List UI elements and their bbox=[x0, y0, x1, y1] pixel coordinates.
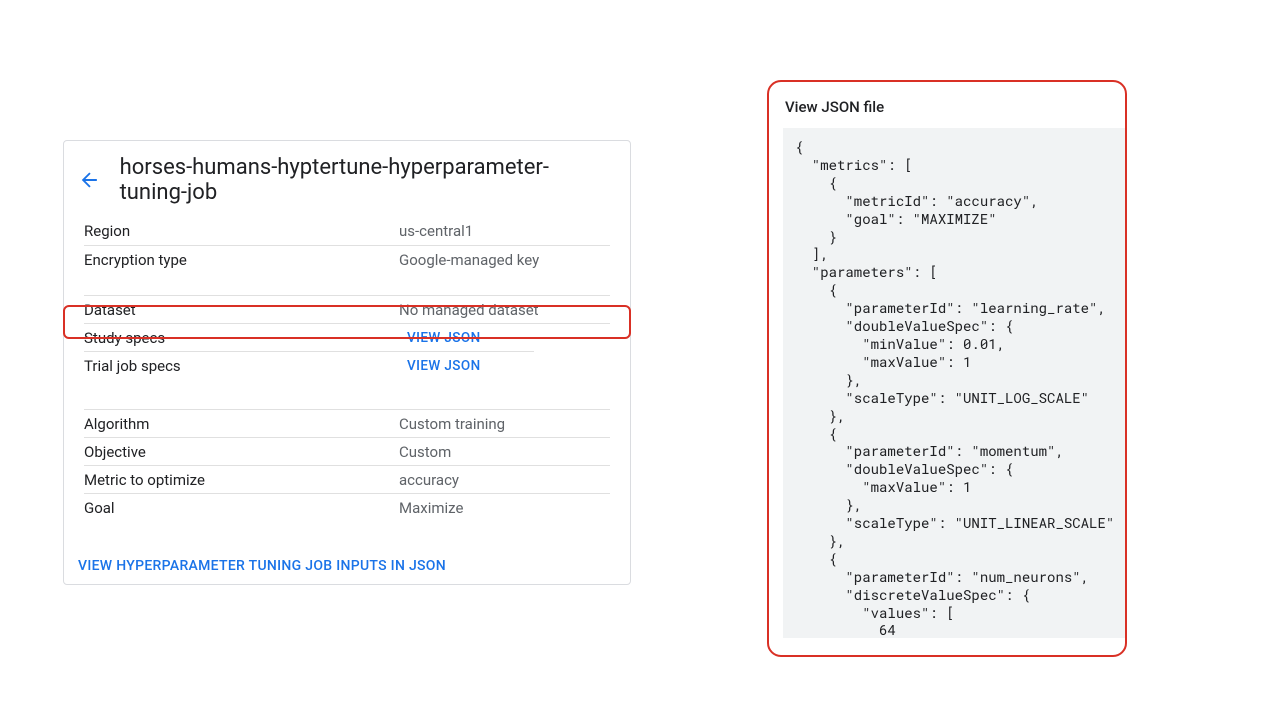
study-specs-label: Study specs bbox=[84, 329, 399, 347]
panel-header: horses-humans-hyptertune-hyperparameter-… bbox=[64, 141, 630, 217]
row-trial-job-specs: Trial job specs VIEW JSON bbox=[84, 351, 534, 379]
row-dataset: Dataset No managed dataset bbox=[84, 295, 610, 323]
view-inputs-json-link[interactable]: VIEW HYPERPARAMETER TUNING JOB INPUTS IN… bbox=[78, 558, 446, 574]
metric-label: Metric to optimize bbox=[84, 471, 399, 489]
row-goal: Goal Maximize bbox=[84, 493, 610, 521]
encryption-label: Encryption type bbox=[84, 251, 399, 269]
row-region: Region us-central1 bbox=[84, 217, 610, 245]
dataset-label: Dataset bbox=[84, 301, 399, 319]
details-table: Region us-central1 Encryption type Googl… bbox=[64, 217, 630, 533]
job-title: horses-humans-hyptertune-hyperparameter-… bbox=[120, 155, 616, 205]
dataset-value: No managed dataset bbox=[399, 301, 610, 319]
json-panel-title: View JSON file bbox=[769, 82, 1125, 128]
goal-label: Goal bbox=[84, 499, 399, 517]
goal-value: Maximize bbox=[399, 499, 610, 517]
trial-job-specs-label: Trial job specs bbox=[84, 357, 399, 375]
trial-job-specs-view-json-link[interactable]: VIEW JSON bbox=[399, 358, 534, 374]
algorithm-value: Custom training bbox=[399, 415, 610, 433]
footer-link-container: VIEW HYPERPARAMETER TUNING JOB INPUTS IN… bbox=[64, 533, 630, 584]
region-value: us-central1 bbox=[399, 222, 610, 240]
region-label: Region bbox=[84, 222, 399, 240]
row-algorithm: Algorithm Custom training bbox=[84, 409, 610, 437]
encryption-value: Google-managed key bbox=[399, 251, 610, 269]
row-study-specs: Study specs VIEW JSON bbox=[84, 323, 610, 351]
json-code-block: { "metrics": [ { "metricId": "accuracy",… bbox=[783, 128, 1127, 638]
row-metric: Metric to optimize accuracy bbox=[84, 465, 610, 493]
back-arrow-icon[interactable] bbox=[78, 168, 101, 192]
row-objective: Objective Custom bbox=[84, 437, 610, 465]
objective-label: Objective bbox=[84, 443, 399, 461]
json-viewer-panel: View JSON file { "metrics": [ { "metricI… bbox=[767, 80, 1127, 657]
objective-value: Custom bbox=[399, 443, 610, 461]
job-details-panel: horses-humans-hyptertune-hyperparameter-… bbox=[63, 140, 631, 585]
metric-value: accuracy bbox=[399, 471, 610, 489]
algorithm-label: Algorithm bbox=[84, 415, 399, 433]
study-specs-view-json-link[interactable]: VIEW JSON bbox=[399, 330, 610, 346]
row-encryption: Encryption type Google-managed key bbox=[84, 245, 610, 273]
